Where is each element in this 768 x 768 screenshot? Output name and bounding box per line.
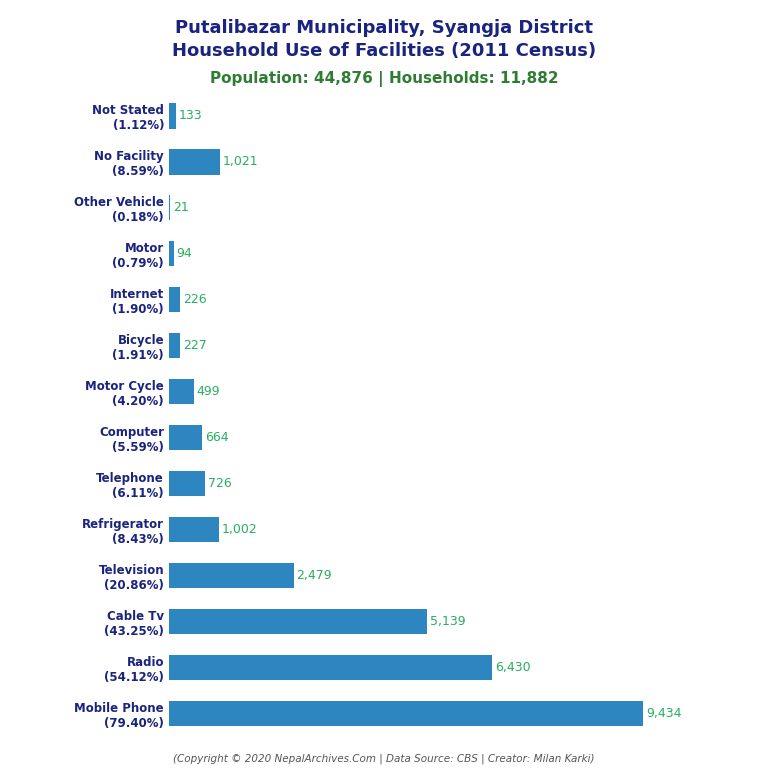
Text: 664: 664: [205, 431, 229, 444]
Bar: [169, 563, 293, 588]
Bar: [169, 241, 174, 266]
Text: 133: 133: [178, 109, 202, 122]
Bar: [169, 149, 220, 174]
Text: 1,021: 1,021: [223, 155, 259, 168]
Text: 6,430: 6,430: [495, 661, 531, 674]
Bar: [169, 379, 194, 405]
Text: 227: 227: [183, 339, 207, 353]
Bar: [169, 471, 206, 496]
Text: 499: 499: [197, 386, 220, 399]
Text: 226: 226: [183, 293, 207, 306]
Bar: [169, 195, 170, 220]
Text: 1,002: 1,002: [222, 523, 258, 536]
Text: 5,139: 5,139: [430, 615, 465, 628]
Bar: [169, 609, 427, 634]
Text: 2,479: 2,479: [296, 569, 332, 582]
Bar: [169, 103, 176, 128]
Bar: [169, 517, 220, 542]
Text: Putalibazar Municipality, Syangja District: Putalibazar Municipality, Syangja Distri…: [175, 19, 593, 37]
Bar: [169, 655, 492, 680]
Text: 94: 94: [177, 247, 192, 260]
Bar: [169, 287, 180, 313]
Text: 21: 21: [173, 201, 188, 214]
Text: (Copyright © 2020 NepalArchives.Com | Data Source: CBS | Creator: Milan Karki): (Copyright © 2020 NepalArchives.Com | Da…: [174, 753, 594, 764]
Text: Population: 44,876 | Households: 11,882: Population: 44,876 | Households: 11,882: [210, 71, 558, 87]
Bar: [169, 425, 202, 450]
Bar: [169, 333, 180, 359]
Text: 726: 726: [208, 477, 232, 490]
Bar: [169, 701, 643, 727]
Text: 9,434: 9,434: [646, 707, 681, 720]
Text: Household Use of Facilities (2011 Census): Household Use of Facilities (2011 Census…: [172, 42, 596, 60]
